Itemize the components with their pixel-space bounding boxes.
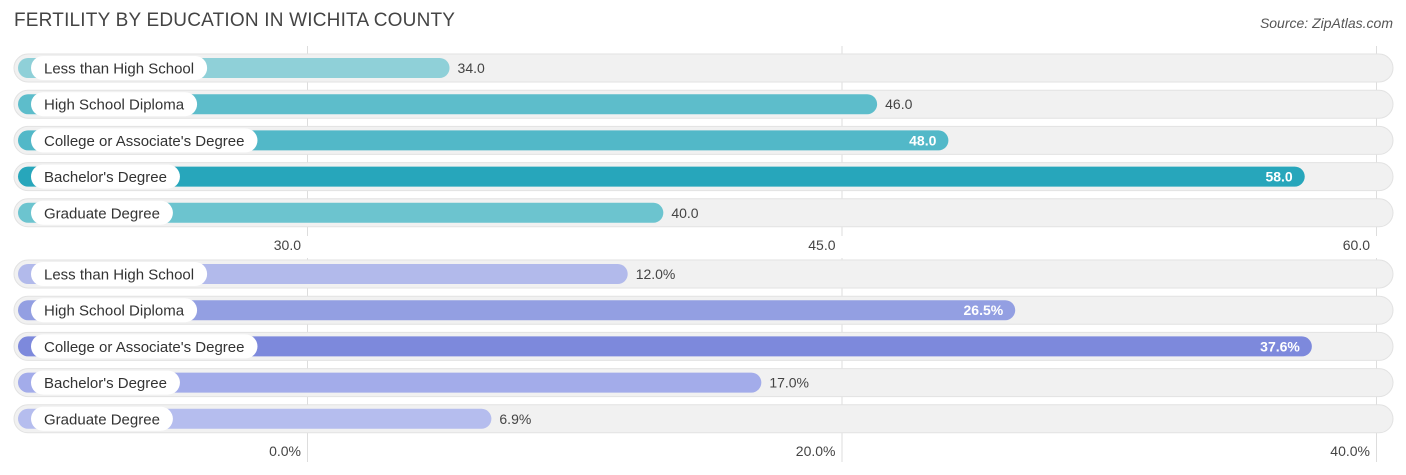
bar — [18, 94, 878, 115]
value-label: 17.0% — [769, 375, 809, 391]
category-label: Graduate Degree — [44, 411, 160, 428]
category-label: College or Associate's Degree — [44, 133, 244, 150]
value-label: 37.6% — [1260, 338, 1300, 354]
chart-title: FERTILITY BY EDUCATION IN WICHITA COUNTY — [14, 10, 456, 31]
tick-label: 20.0% — [796, 443, 836, 459]
value-label: 26.5% — [964, 302, 1004, 318]
category-label-pill — [31, 298, 198, 323]
category-label-pill — [31, 370, 180, 395]
category-label: Bachelor's Degree — [44, 169, 167, 186]
bar — [18, 202, 664, 223]
value-label: 12.0% — [636, 266, 676, 282]
tick-label: 60.0 — [1343, 237, 1370, 253]
category-label: College or Associate's Degree — [44, 339, 244, 356]
value-label: 46.0 — [885, 96, 912, 112]
category-label: Less than High School — [44, 61, 194, 78]
value-label: 58.0 — [1265, 169, 1292, 185]
category-label-pill — [31, 200, 173, 225]
bar — [18, 336, 1312, 357]
bar — [18, 372, 762, 393]
category-label-pill — [31, 164, 180, 189]
bar — [18, 166, 1305, 187]
category-label: Less than High School — [44, 267, 194, 284]
value-label: 6.9% — [499, 411, 531, 427]
category-label: Bachelor's Degree — [44, 375, 167, 392]
category-label: High School Diploma — [44, 97, 185, 114]
category-label: High School Diploma — [44, 303, 185, 320]
tick-label: 0.0% — [269, 443, 301, 459]
category-label-pill — [31, 92, 198, 117]
category-label-pill — [31, 56, 208, 80]
category-label-pill — [31, 128, 258, 153]
chart-1: Less than High School 34.0 High School Dip… — [13, 46, 1394, 253]
value-label: 48.0 — [909, 132, 936, 148]
category-label-pill — [31, 334, 258, 359]
chart-2: Less than High School 12.0% High School Di… — [13, 258, 1394, 462]
category-label: Graduate Degree — [44, 205, 160, 222]
value-label: 34.0 — [458, 60, 485, 76]
bar — [18, 300, 1016, 321]
source-attribution: Source: ZipAtlas.com — [1259, 15, 1393, 31]
category-label-pill — [31, 406, 173, 431]
tick-label: 45.0 — [808, 237, 835, 253]
value-label: 40.0 — [671, 205, 698, 221]
tick-label: 40.0% — [1330, 443, 1370, 459]
category-label-pill — [31, 262, 208, 286]
tick-label: 30.0 — [274, 237, 301, 253]
